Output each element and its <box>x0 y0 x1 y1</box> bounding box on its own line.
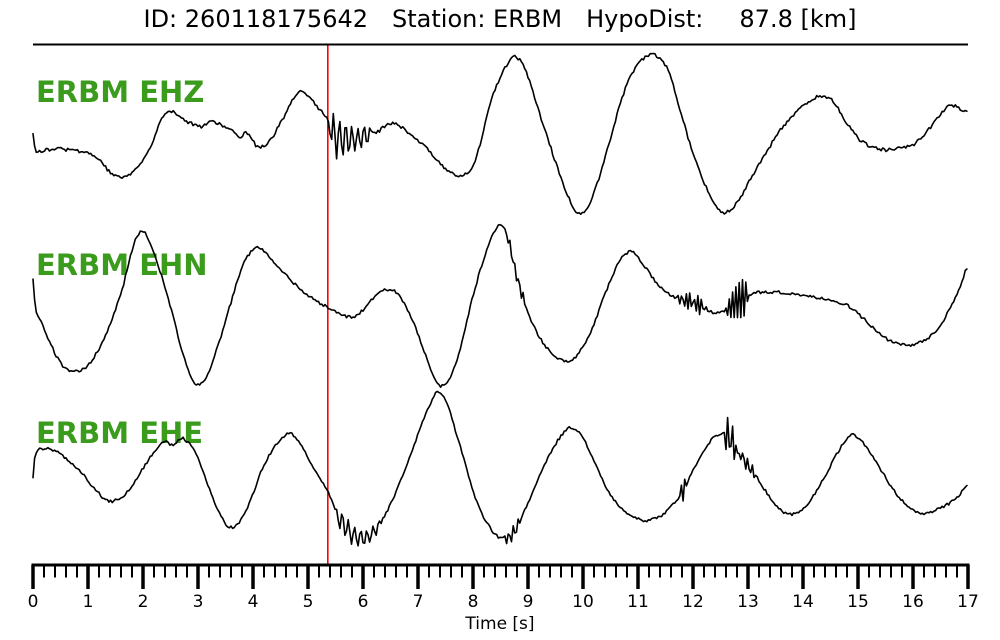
hypodist-label: HypoDist: <box>586 5 704 33</box>
waveform-line <box>32 390 968 547</box>
x-tick-label: 13 <box>737 592 759 612</box>
trace-ehz <box>32 52 968 215</box>
x-tick-label: 17 <box>957 592 979 612</box>
hypodist-value: 87.8 [km] <box>739 5 857 33</box>
trace-label-ehn: ERBM EHN <box>36 248 208 282</box>
station-name: Station: ERBM <box>392 5 563 33</box>
x-tick-label: 2 <box>138 592 149 612</box>
waveform-line <box>32 223 968 389</box>
trace-ehe <box>32 390 968 547</box>
trace-ehn <box>32 223 968 389</box>
x-tick-label: 0 <box>28 592 39 612</box>
x-tick-label: 14 <box>792 592 814 612</box>
x-tick-label: 1 <box>83 592 94 612</box>
figure-title: ID: 260118175642 Station: ERBM HypoDist:… <box>0 5 1000 33</box>
x-tick-label: 8 <box>468 592 479 612</box>
x-tick-label: 10 <box>572 592 594 612</box>
x-tick-label: 12 <box>682 592 704 612</box>
time-axis: 0 1 2 3 4 5 6 7 8 9 10 11 12 13 14 15 16 17 <box>28 563 979 612</box>
x-tick-label: 11 <box>627 592 649 612</box>
x-tick-label: 3 <box>193 592 204 612</box>
x-tick-label: 4 <box>248 592 259 612</box>
waveform-line <box>32 52 968 215</box>
x-tick-label: 16 <box>902 592 924 612</box>
x-tick-label: 6 <box>358 592 369 612</box>
time-axis-label: Time [s] <box>464 614 534 634</box>
traces <box>32 52 968 547</box>
event-id: ID: 260118175642 <box>143 5 369 33</box>
x-tick-label: 7 <box>413 592 424 612</box>
trace-label-ehz: ERBM EHZ <box>36 75 205 109</box>
x-tick-label: 9 <box>523 592 534 612</box>
x-tick-label: 15 <box>847 592 869 612</box>
trace-label-ehe: ERBM EHE <box>36 416 204 450</box>
x-tick-label: 5 <box>303 592 314 612</box>
